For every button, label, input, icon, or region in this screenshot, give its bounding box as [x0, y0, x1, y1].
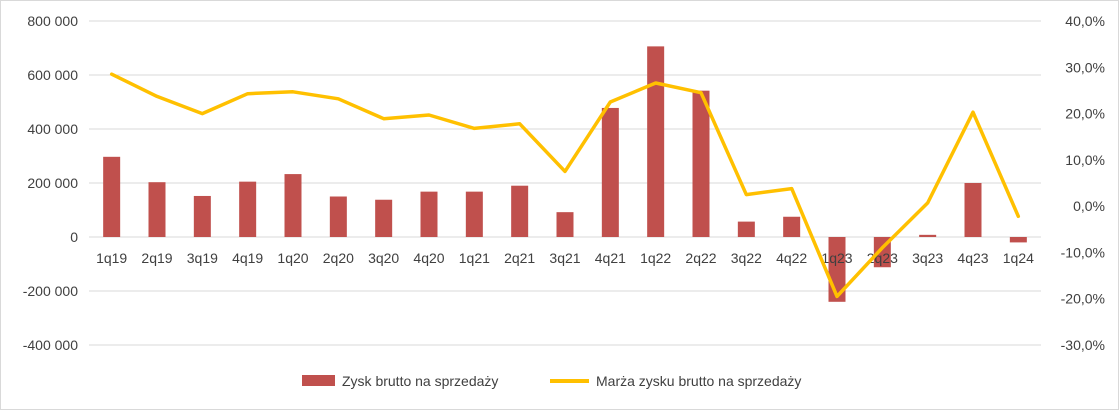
right-axis-tick-label: 0,0% — [1073, 198, 1105, 214]
left-axis-tick-label: 600 000 — [27, 67, 78, 83]
x-tick-label-1q24: 1q24 — [1003, 250, 1034, 266]
x-tick-label-4q23: 4q23 — [957, 250, 988, 266]
x-tick-label-4q19: 4q19 — [232, 250, 263, 266]
right-axis-tick-label: -30,0% — [1061, 337, 1105, 353]
x-tick-label-2q22: 2q22 — [685, 250, 716, 266]
legend-swatch-bar — [302, 375, 335, 386]
x-tick-label-1q22: 1q22 — [640, 250, 671, 266]
x-tick-label-4q21: 4q21 — [595, 250, 626, 266]
right-axis-tick-label: -10,0% — [1061, 244, 1105, 260]
x-axis-tick-labels: 1q19 2q19 3q19 4q19 1q20 2q20 3q20 4q20 1q21 2q21… — [96, 250, 1034, 266]
bar-2q19 — [149, 182, 166, 237]
x-tick-label-3q20: 3q20 — [368, 250, 399, 266]
x-tick-label-1q20: 1q20 — [277, 250, 308, 266]
bar-3q23 — [919, 235, 936, 237]
left-axis-tick-label: 200 000 — [27, 175, 78, 191]
bar-4q19 — [239, 182, 256, 237]
bar-2q22 — [693, 91, 710, 237]
bar-3q20 — [375, 200, 392, 237]
bar-2q21 — [511, 186, 528, 237]
right-axis-tick-label: 40,0% — [1065, 13, 1105, 29]
left-axis-tick-label: -400 000 — [23, 337, 78, 353]
left-axis-tick-label: 400 000 — [27, 121, 78, 137]
left-axis-tick-label: 800 000 — [27, 13, 78, 29]
bar-1q21 — [466, 192, 483, 237]
bar-4q23 — [965, 183, 982, 237]
x-tick-label-3q21: 3q21 — [549, 250, 580, 266]
x-tick-label-1q21: 1q21 — [459, 250, 490, 266]
left-axis-tick-label: 0 — [70, 229, 78, 245]
x-tick-label-1q23: 1q23 — [821, 250, 852, 266]
right-axis-tick-label: 30,0% — [1065, 59, 1105, 75]
x-tick-label-3q19: 3q19 — [187, 250, 218, 266]
bar-3q19 — [194, 196, 211, 237]
x-tick-label-2q19: 2q19 — [141, 250, 172, 266]
legend-label-line: Marża zysku brutto na sprzedaży — [596, 373, 801, 389]
left-axis-tick-labels: -400 000 -200 000 0 200 000 400 000 600 000 80… — [23, 13, 78, 353]
bar-1q19 — [103, 157, 120, 237]
right-axis-tick-label: -20,0% — [1061, 291, 1105, 307]
bar-4q21 — [602, 108, 619, 237]
x-tick-label-1q19: 1q19 — [96, 250, 127, 266]
legend-label-bar: Zysk brutto na sprzedaży — [342, 373, 498, 389]
right-axis-tick-labels: -30,0% -20,0% -10,0% 0,0% 10,0% 20,0% 30,0% 40,… — [1061, 13, 1105, 353]
legend: Zysk brutto na sprzedaży Marża zysku bru… — [302, 373, 801, 389]
x-tick-label-3q23: 3q23 — [912, 250, 943, 266]
right-axis-tick-label: 20,0% — [1065, 106, 1105, 122]
x-tick-label-4q22: 4q22 — [776, 250, 807, 266]
bar-1q20 — [285, 174, 302, 237]
bar-3q21 — [557, 212, 574, 237]
bar-4q22 — [783, 217, 800, 237]
x-tick-label-2q20: 2q20 — [323, 250, 354, 266]
right-axis-tick-label: 10,0% — [1065, 152, 1105, 168]
bar-4q20 — [421, 192, 438, 237]
bar-1q24 — [1010, 237, 1027, 242]
x-tick-label-3q22: 3q22 — [731, 250, 762, 266]
left-axis-tick-label: -200 000 — [23, 283, 78, 299]
bar-3q22 — [738, 222, 755, 237]
bar-1q22 — [647, 46, 664, 237]
bar-2q20 — [330, 197, 347, 238]
gridlines — [89, 21, 1041, 345]
x-tick-label-4q20: 4q20 — [413, 250, 444, 266]
x-tick-label-2q21: 2q21 — [504, 250, 535, 266]
